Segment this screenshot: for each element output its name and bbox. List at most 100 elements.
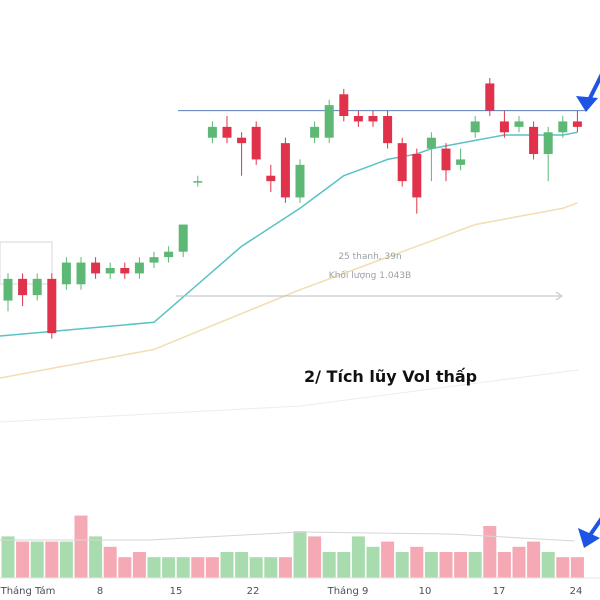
volume-bar	[351, 536, 365, 578]
x-tick-label: 8	[97, 586, 103, 597]
candle-body	[251, 126, 261, 160]
candle-body	[412, 154, 422, 198]
volume-bar	[16, 541, 30, 578]
volume-bar	[381, 541, 395, 578]
volume-bar	[395, 552, 409, 578]
candle-body	[353, 116, 363, 122]
x-tick-label: 15	[170, 586, 183, 597]
volume-bar	[264, 557, 278, 578]
ma-long-line	[0, 369, 579, 423]
measure-tool: 25 thanh, 39n Khối lượng 1.043B	[176, 252, 563, 301]
candle-body	[310, 126, 320, 138]
volume-ma-line	[0, 531, 576, 542]
volume-bar	[337, 552, 351, 578]
volume-bar	[1, 536, 15, 578]
x-tick-label: Tháng Tám	[0, 585, 55, 597]
candle-body	[207, 126, 217, 138]
candle-body	[397, 143, 407, 182]
volume-bar	[235, 552, 249, 578]
volume-bar	[308, 536, 322, 578]
x-tick-label: Tháng 9	[327, 585, 369, 597]
x-tick-label: 22	[247, 586, 260, 597]
volume-bar	[454, 552, 468, 578]
candle-body	[383, 116, 393, 144]
candle-body	[470, 121, 480, 133]
candle-body	[339, 94, 349, 116]
volume-bar	[30, 541, 44, 578]
volume-bar	[118, 557, 132, 578]
volume-bar	[278, 557, 292, 578]
volume-bar	[132, 552, 146, 578]
candle-body	[485, 83, 495, 111]
candle-body	[18, 278, 28, 296]
candle-body	[164, 251, 174, 258]
arrow-volume-head	[578, 528, 600, 548]
volume-bar	[468, 552, 482, 578]
volume-bar	[220, 552, 234, 578]
arrow-price-head	[576, 96, 598, 112]
x-tick-label: 17	[493, 586, 506, 597]
volume-bar	[147, 557, 161, 578]
candle-body	[529, 126, 539, 154]
candle-body	[280, 143, 290, 198]
measure-label-bars: 25 thanh, 39n	[338, 252, 401, 262]
ma-slow-line	[0, 202, 578, 379]
candle-body	[32, 278, 42, 296]
candle-body	[149, 257, 159, 263]
candle-body	[543, 132, 553, 154]
candle-body	[441, 148, 451, 171]
candle-body	[3, 278, 13, 301]
volume-bar	[162, 557, 176, 578]
volume-bar	[249, 557, 263, 578]
volume-bar	[89, 536, 103, 578]
volume-bar	[191, 557, 205, 578]
volume-bars-group	[1, 515, 584, 578]
volume-bar	[45, 541, 59, 578]
measure-label-volume: Khối lượng 1.043B	[329, 270, 411, 281]
candle-body	[193, 181, 203, 183]
candle-body	[499, 121, 509, 133]
candle-body	[76, 262, 86, 285]
candle-body	[368, 116, 378, 122]
candles-group	[3, 78, 582, 339]
volume-bar	[205, 557, 219, 578]
volume-bar	[541, 552, 555, 578]
volume-bar	[439, 552, 453, 578]
x-axis-ticks: Tháng Tám 8 15 22 Tháng 9 10 17 24	[0, 585, 582, 597]
measure-arrowhead	[555, 291, 563, 301]
candle-body	[324, 105, 334, 138]
candle-body	[572, 121, 582, 127]
candle-body	[47, 278, 57, 334]
candle-body	[105, 268, 115, 274]
volume-bar	[410, 546, 424, 578]
candle-body	[61, 262, 71, 285]
candle-body	[134, 262, 144, 274]
volume-bar	[570, 557, 584, 578]
candle-body	[456, 159, 466, 165]
volume-bar	[483, 526, 497, 578]
volume-bar	[512, 546, 526, 578]
candle-body	[426, 137, 436, 149]
volume-bar	[103, 546, 117, 578]
highlight-arrows	[576, 73, 600, 548]
candle-body	[120, 268, 130, 274]
volume-bar	[424, 552, 438, 578]
candle-body	[178, 224, 188, 252]
x-tick-label: 10	[419, 586, 432, 597]
annotation-text: 2/ Tích lũy Vol thấp	[304, 367, 477, 386]
volume-bar	[59, 541, 73, 578]
volume-bar	[556, 557, 570, 578]
x-tick-label: 24	[570, 586, 583, 597]
volume-bar	[176, 557, 190, 578]
volume-bar	[74, 515, 88, 578]
candle-body	[558, 121, 568, 133]
volume-bar	[293, 531, 307, 578]
candle-body	[237, 137, 247, 144]
volume-bar	[322, 552, 336, 578]
candle-body	[295, 164, 305, 198]
volume-bar	[366, 546, 380, 578]
volume-bar	[497, 552, 511, 578]
candle-body	[91, 262, 101, 274]
